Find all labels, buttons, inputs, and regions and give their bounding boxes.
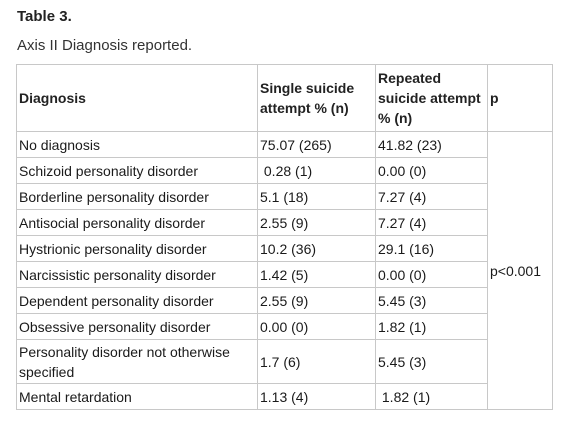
cell-diagnosis: Dependent personality disorder [16, 287, 258, 314]
header-repeated-attempt: Repeated suicide attempt % (n) [375, 64, 488, 132]
cell-diagnosis: Antisocial personality disorder [16, 209, 258, 236]
table-title: Table 3. [17, 8, 72, 25]
cell-single: 10.2 (36) [257, 235, 376, 262]
table-row: Antisocial personality disorder 2.55 (9)… [16, 209, 553, 236]
cell-repeated: 0.00 (0) [375, 157, 488, 184]
cell-single: 1.7 (6) [257, 339, 376, 384]
cell-diagnosis: Hystrionic personality disorder [16, 235, 258, 262]
cell-repeated: 7.27 (4) [375, 183, 488, 210]
cell-single: 0.28 (1) [257, 157, 376, 184]
cell-single: 1.13 (4) [257, 383, 376, 410]
cell-single: 2.55 (9) [257, 209, 376, 236]
cell-diagnosis: Obsessive personality disorder [16, 313, 258, 340]
cell-repeated: 29.1 (16) [375, 235, 488, 262]
diagnosis-table: Diagnosis Single suicide attempt % (n) R… [16, 64, 553, 410]
cell-single: 1.42 (5) [257, 261, 376, 288]
cell-diagnosis: Borderline personality disorder [16, 183, 258, 210]
cell-repeated: 5.45 (3) [375, 339, 488, 384]
table-header-row: Diagnosis Single suicide attempt % (n) R… [16, 64, 553, 132]
cell-single: 2.55 (9) [257, 287, 376, 314]
cell-repeated: 5.45 (3) [375, 287, 488, 314]
table-row: Hystrionic personality disorder 10.2 (36… [16, 235, 553, 262]
cell-diagnosis: No diagnosis [16, 131, 258, 158]
table-row: Narcissistic personality disorder 1.42 (… [16, 261, 553, 288]
cell-single: 5.1 (18) [257, 183, 376, 210]
table-row: Mental retardation 1.13 (4) 1.82 (1) [16, 383, 553, 410]
cell-repeated: 7.27 (4) [375, 209, 488, 236]
cell-diagnosis: Schizoid personality disorder [16, 157, 258, 184]
header-diagnosis: Diagnosis [16, 64, 258, 132]
cell-repeated: 0.00 (0) [375, 261, 488, 288]
cell-diagnosis: Mental retardation [16, 383, 258, 410]
cell-diagnosis: Narcissistic personality disorder [16, 261, 258, 288]
cell-p-value: p<0.001 [487, 131, 553, 410]
cell-single: 75.07 (265) [257, 131, 376, 158]
cell-single: 0.00 (0) [257, 313, 376, 340]
cell-repeated: 1.82 (1) [375, 383, 488, 410]
header-single-attempt: Single suicide attempt % (n) [257, 64, 376, 132]
header-p: p [487, 64, 553, 132]
cell-diagnosis: Personality disorder not otherwise speci… [16, 339, 258, 384]
table-row: Borderline personality disorder 5.1 (18)… [16, 183, 553, 210]
table-row: No diagnosis 75.07 (265) 41.82 (23) p<0.… [16, 131, 553, 410]
table-row: Dependent personality disorder 2.55 (9) … [16, 287, 553, 314]
table-row: Personality disorder not otherwise speci… [16, 339, 553, 384]
table-row: Obsessive personality disorder 0.00 (0) … [16, 313, 553, 340]
cell-repeated: 1.82 (1) [375, 313, 488, 340]
table-caption: Axis II Diagnosis reported. [17, 37, 193, 54]
cell-repeated: 41.82 (23) [375, 131, 488, 158]
table-row: Schizoid personality disorder 0.28 (1) 0… [16, 157, 553, 184]
